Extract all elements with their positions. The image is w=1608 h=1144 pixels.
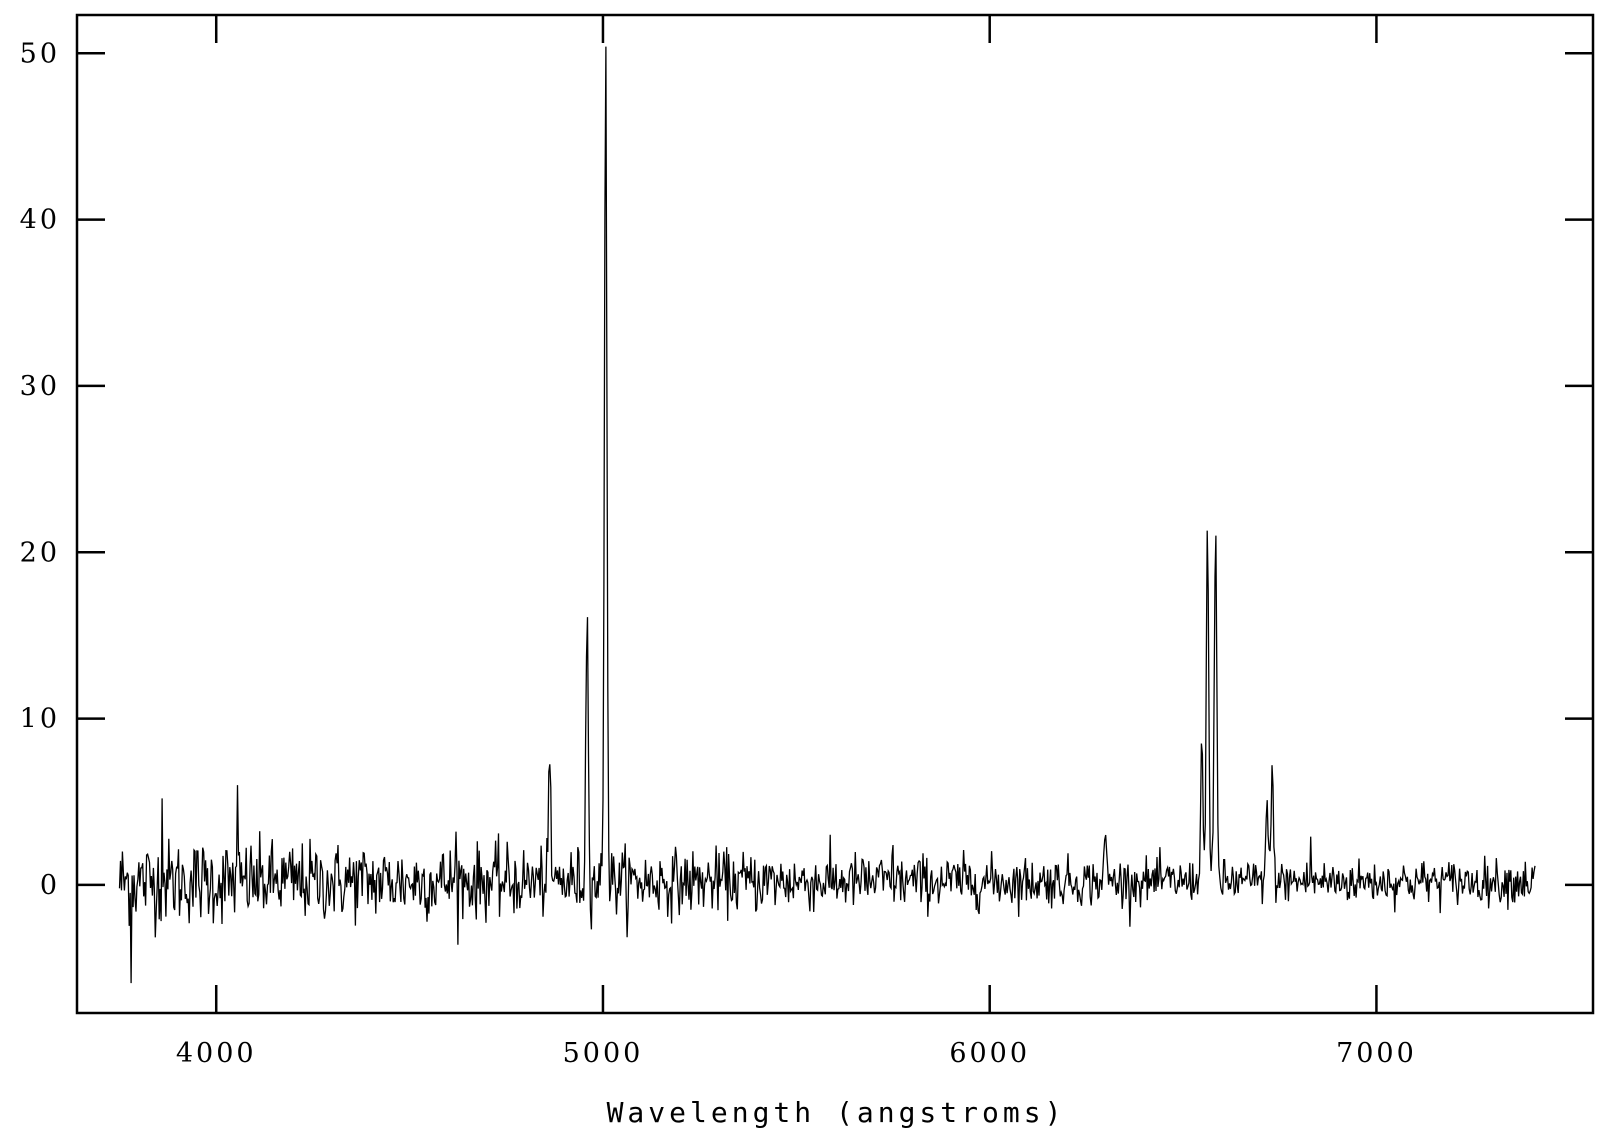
spectrum-line (118, 46, 1536, 984)
y-tick-label: 20 (20, 537, 60, 568)
y-tick-label: 50 (20, 38, 60, 69)
x-tick-label: 5000 (563, 1038, 644, 1069)
ticks-layer: 4000 5000 6000 7000 0 10 20 30 40 50 (20, 15, 1593, 1069)
y-tick-label: 40 (20, 205, 60, 236)
y-tick-label: 30 (20, 371, 60, 402)
x-tick-label: 4000 (176, 1038, 257, 1069)
plot-frame (75, 13, 1595, 1015)
x-tick-label: 7000 (1336, 1038, 1417, 1069)
y-tick-label: 0 (40, 870, 60, 901)
y-tick-label: 10 (20, 704, 60, 735)
x-tick-label: 6000 (949, 1038, 1030, 1069)
x-axis-label: Wavelength (angstroms) (607, 1096, 1066, 1129)
